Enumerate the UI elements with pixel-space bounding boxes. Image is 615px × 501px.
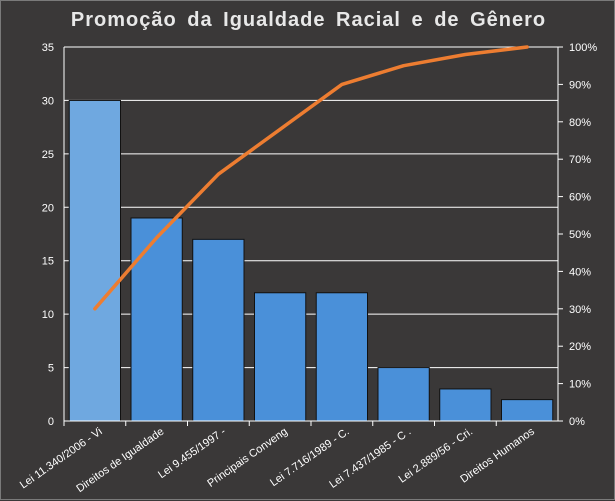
bar [500,399,554,422]
y2-tick-label: 90% [569,79,591,91]
y-tick-label: 10 [42,309,54,321]
bar [130,217,183,422]
bar [439,388,492,422]
y-tick-label: 5 [48,363,54,375]
y-tick-label: 20 [42,202,54,214]
bar [377,367,430,422]
y-tick-label: 35 [42,42,54,54]
bar [253,292,307,422]
y2-tick-label: 20% [569,341,591,353]
bar [315,292,369,422]
y-tick-label: 25 [42,149,54,161]
axes [63,46,563,426]
y2-tick-label: 60% [569,192,591,204]
y-tick-label: 15 [42,256,54,268]
y2-tick-label: 30% [569,304,591,316]
y2-tick-label: 0% [569,416,585,428]
y2-tick-label: 50% [569,229,591,241]
y2-tick-label: 10% [569,379,591,391]
bar [68,99,122,422]
cumulative-line-series [93,45,529,311]
cumulative-line [93,45,529,311]
y-tick-label: 0 [48,416,54,428]
chart-title: Promoção da Igualdade Racial e de Gênero [70,9,547,31]
y2-tick-label: 80% [569,117,591,129]
bar-series [68,99,554,422]
bar [192,238,245,422]
y-tick-label: 30 [42,95,54,107]
y2-tick-label: 40% [569,266,591,278]
y2-tick-label: 70% [569,154,591,166]
y2-tick-label: 100% [569,42,597,54]
